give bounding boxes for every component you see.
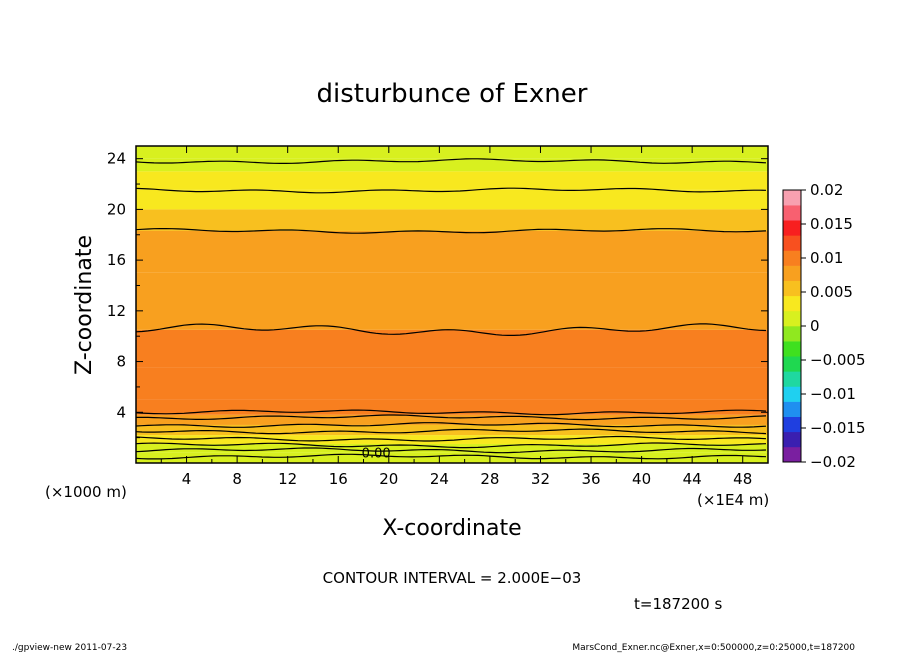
contour-line-6 (136, 414, 767, 421)
time-note: t=187200 s (634, 595, 722, 613)
contour-line-4 (136, 428, 767, 435)
band-7 (136, 329, 768, 368)
colorbar-tick-label: 0.01 (810, 249, 843, 267)
band-6 (136, 367, 768, 400)
colorbar-swatch-4 (783, 386, 801, 402)
contour-line-5 (136, 422, 767, 428)
band-10 (136, 209, 768, 231)
x-tick-label: 4 (182, 470, 192, 488)
contour-line-0 (136, 453, 767, 460)
contour-label-0: 0.00 (362, 446, 391, 461)
colorbar-tick-label: −0.01 (810, 385, 856, 403)
band-5 (136, 399, 768, 415)
band-0 (136, 452, 768, 463)
band-14 (136, 146, 768, 159)
contour-line-8 (136, 323, 767, 336)
y-axis: 4 8 12 16 20 24 (107, 150, 768, 439)
x-tick-label: 48 (733, 470, 752, 488)
band-4 (136, 414, 768, 425)
contour-line-3 (136, 435, 767, 442)
colorbar-swatch-13 (783, 250, 801, 266)
colorbar-swatch-7 (783, 341, 801, 357)
footer-right: MarsCond_Exner.nc@Exner,x=0:500000,z=0:2… (572, 643, 855, 653)
y-tick-label: 4 (116, 403, 126, 421)
x-tick-label: 8 (232, 470, 242, 488)
plot-frame (135, 145, 769, 464)
x-tick-label: 16 (329, 470, 348, 488)
colorbar-swatch-17 (783, 190, 801, 206)
colorbar-swatch-5 (783, 371, 801, 387)
colorbar-swatch-1 (783, 431, 801, 448)
x-unit-label: (×1000 m) (45, 483, 127, 501)
colorbar-swatch-10 (783, 295, 801, 312)
colorbar-swatch-8 (783, 326, 801, 342)
x-axis: 4 8 12 16 20 24 28 32 36 40 44 48 (160, 146, 752, 488)
y-tick-label: 8 (116, 353, 126, 371)
contour-line-1 (136, 447, 767, 454)
colorbar-tick-label: 0.02 (810, 181, 843, 199)
colorbar-swatch-14 (783, 235, 801, 251)
x-scale-label: (×1E4 m) (697, 491, 769, 509)
contour-line-11 (136, 158, 767, 164)
band-11 (136, 189, 768, 210)
band-9 (136, 230, 768, 273)
x-tick-label: 24 (430, 470, 449, 488)
colorbar-swatch-16 (783, 205, 801, 221)
colorbar-swatch-11 (783, 280, 801, 297)
y-tick-label: 16 (107, 251, 126, 269)
colorbar-tick-label: −0.005 (810, 351, 866, 369)
y-tick-label: 12 (107, 302, 126, 320)
colorbar-swatch-3 (783, 401, 801, 417)
chart-title: disturbunce of Exner (317, 79, 588, 109)
contour-line-2 (136, 442, 767, 449)
colorbar-swatch-15 (783, 220, 801, 236)
x-tick-label: 40 (632, 470, 651, 488)
colorbar-tick-label: 0.005 (810, 283, 853, 301)
x-tick-label: 28 (480, 470, 499, 488)
footer-left: ./gpview-new 2011-07-23 (12, 643, 127, 653)
x-axis-label: X-coordinate (382, 516, 521, 541)
colorbar-tick-label: −0.015 (810, 419, 866, 437)
band-8 (136, 272, 768, 330)
contour-line-9 (136, 228, 767, 234)
x-tick-label: 12 (278, 470, 297, 488)
y-axis-label: Z-coordinate (72, 235, 97, 375)
colorbar-swatch-6 (783, 356, 801, 372)
colorbar-tick-label: −0.02 (810, 453, 856, 471)
x-tick-label: 44 (683, 470, 702, 488)
x-tick-label: 36 (581, 470, 600, 488)
colorbar-swatch-12 (783, 265, 801, 281)
colorbar-tick-label: 0.015 (810, 215, 853, 233)
band-13 (136, 158, 768, 172)
x-tick-label: 32 (531, 470, 550, 488)
band-1 (136, 443, 768, 453)
colorbar (783, 190, 801, 463)
y-tick-label: 24 (107, 150, 126, 168)
band-12 (136, 171, 768, 190)
x-tick-label: 20 (379, 470, 398, 488)
colorbar-swatch-0 (783, 446, 801, 463)
contour-line-10 (136, 187, 767, 194)
contour-line-7 (136, 409, 767, 416)
colorbar-ticks: 0.02 0.015 0.01 0.005 0 −0.005 −0.01 −0.015 −0.0… (801, 181, 866, 471)
plot-area: 0.00 (136, 146, 768, 463)
colorbar-swatch-2 (783, 416, 801, 433)
band-2 (136, 435, 768, 444)
colorbar-swatch-9 (783, 310, 801, 327)
y-tick-label: 20 (107, 200, 126, 218)
contour-interval-note: CONTOUR INTERVAL = 2.000E−03 (323, 569, 582, 587)
colorbar-tick-label: 0 (810, 317, 820, 335)
